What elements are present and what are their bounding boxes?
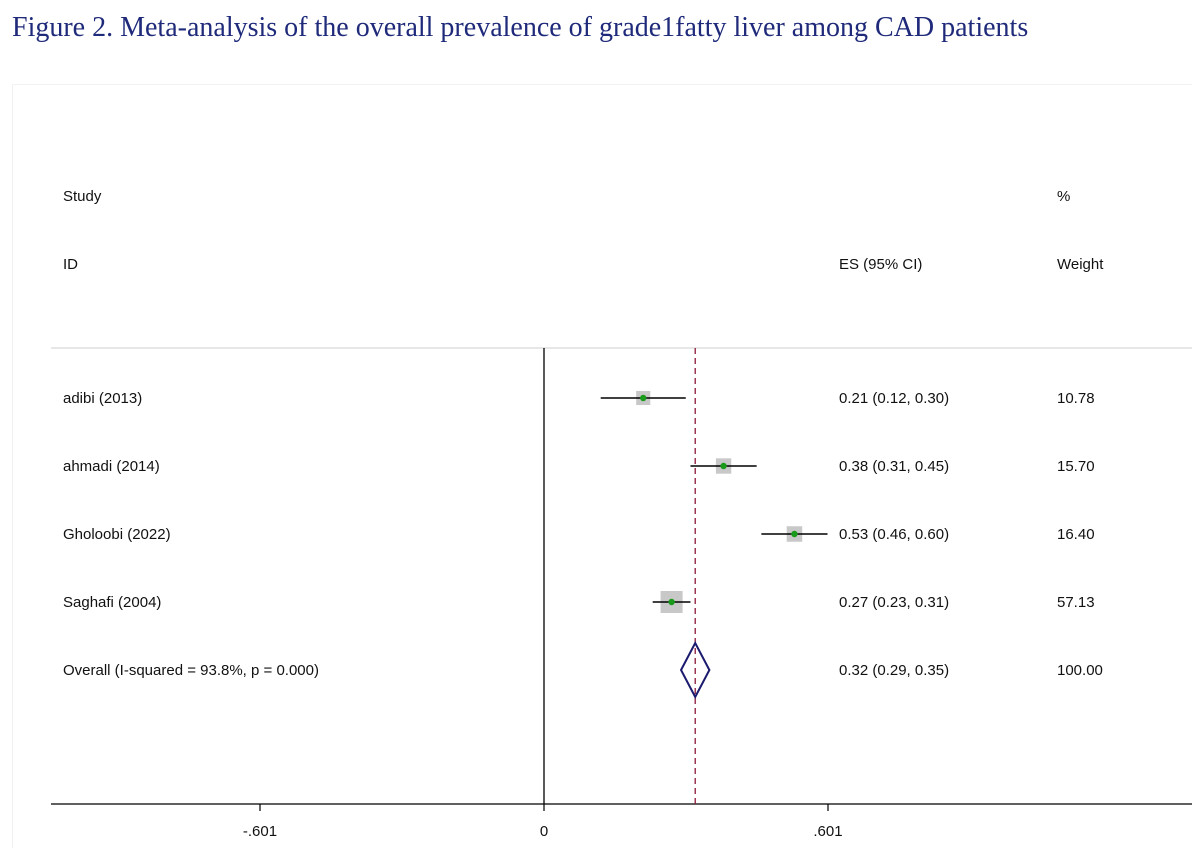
- weight-value: 16.40: [1057, 526, 1095, 543]
- header-percent: %: [1057, 188, 1070, 205]
- figure-title: Figure 2. Meta-analysis of the overall p…: [12, 12, 1029, 43]
- study-id: ahmadi (2014): [63, 458, 160, 475]
- reference-lines: [543, 348, 696, 804]
- header-study: Study: [63, 188, 102, 205]
- overall-diamond: [679, 640, 711, 700]
- weight-value: 57.13: [1057, 594, 1095, 611]
- study-id: adibi (2013): [63, 390, 142, 407]
- weight-value: 15.70: [1057, 458, 1095, 475]
- study-id: Saghafi (2004): [63, 594, 161, 611]
- es-ci-value: 0.38 (0.31, 0.45): [839, 458, 949, 475]
- x-ticks: -.601 0 .601: [243, 804, 843, 840]
- es-ci-value: 0.53 (0.46, 0.60): [839, 526, 949, 543]
- overall-es-ci-value: 0.32 (0.29, 0.35): [839, 662, 949, 679]
- point-estimate: [720, 462, 727, 470]
- x-tick-label: .601: [813, 823, 842, 840]
- header-es: ES (95% CI): [839, 256, 922, 273]
- study-id: Gholoobi (2022): [63, 526, 171, 543]
- es-ci-value: 0.27 (0.23, 0.31): [839, 594, 949, 611]
- point-estimate: [791, 530, 798, 538]
- header-id: ID: [63, 256, 78, 273]
- overall-label: Overall (I-squared = 93.8%, p = 0.000): [63, 662, 319, 679]
- x-tick-label: -.601: [243, 823, 277, 840]
- study-rows: adibi (2013) 0.21 (0.12, 0.30) 10.78 ahmadi…: [63, 390, 1103, 700]
- overall-weight-value: 100.00: [1057, 662, 1103, 679]
- forest-plot-panel: Study ID ES (95% CI) % Weight -.601 0 .601…: [12, 84, 1192, 848]
- forest-plot: Study ID ES (95% CI) % Weight -.601 0 .601…: [51, 188, 1192, 840]
- point-estimate: [668, 598, 675, 606]
- point-estimate: [640, 394, 647, 402]
- header-weight: Weight: [1057, 256, 1104, 273]
- weight-value: 10.78: [1057, 390, 1095, 407]
- x-tick-label: 0: [540, 823, 548, 840]
- es-ci-value: 0.21 (0.12, 0.30): [839, 390, 949, 407]
